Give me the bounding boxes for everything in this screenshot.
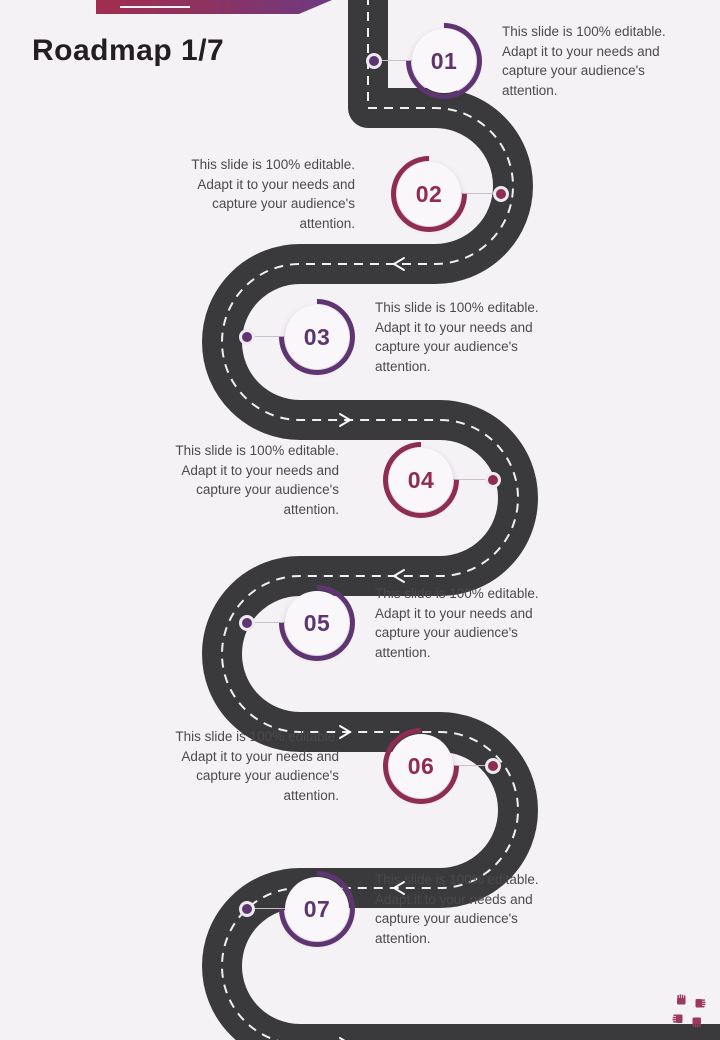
arrow-left-1 [393, 257, 405, 271]
step-connector-dot [366, 53, 382, 69]
step-number-badge[interactable]: 05 [263, 569, 371, 677]
step-description: This slide is 100% editable. Adapt it to… [375, 586, 539, 660]
step-description: This slide is 100% editable. Adapt it to… [502, 24, 666, 98]
step-number-label: 01 [430, 47, 458, 74]
step-connector-line [247, 622, 287, 623]
step-connector-line [247, 908, 287, 909]
page-title: Roadmap 1/7 [32, 34, 225, 67]
arrow-left-2 [393, 569, 405, 583]
step-connector-dot [485, 758, 501, 774]
top-accent-banner-stripe [120, 6, 190, 8]
step-number-badge[interactable]: 06 [367, 712, 475, 820]
step-number-label: 05 [303, 609, 331, 636]
four-hands-circle-logo [672, 994, 706, 1028]
step-connector-dot [239, 901, 255, 917]
road-center-dashes [221, 0, 519, 1040]
step-description: This slide is 100% editable. Adapt it to… [375, 300, 539, 374]
step-number-badge[interactable]: 01 [390, 7, 498, 115]
step-description: This slide is 100% editable. Adapt it to… [175, 443, 339, 517]
step-number-badge[interactable]: 02 [375, 140, 483, 248]
step-connector-line [461, 193, 501, 194]
step-connector-line [453, 479, 493, 480]
step-description: This slide is 100% editable. Adapt it to… [175, 729, 339, 803]
top-accent-banner [96, 0, 332, 14]
road-direction-arrows [339, 257, 405, 1040]
step-number-label: 02 [415, 180, 443, 207]
step-number-label: 03 [303, 323, 331, 350]
step-description: This slide is 100% editable. Adapt it to… [191, 157, 355, 231]
step-number-label: 07 [303, 895, 331, 922]
step-connector-dot [493, 186, 509, 202]
step-connector-line [374, 60, 414, 61]
arrow-left-3 [393, 881, 405, 895]
step-number-badge[interactable]: 03 [263, 283, 371, 391]
step-number-label: 04 [407, 466, 435, 493]
step-connector-line [453, 765, 493, 766]
step-number-badge[interactable]: 04 [367, 426, 475, 534]
step-connector-dot [239, 615, 255, 631]
arrow-right-1 [339, 413, 351, 427]
step-description: This slide is 100% editable. Adapt it to… [375, 872, 539, 946]
step-connector-dot [485, 472, 501, 488]
step-number-label: 06 [407, 752, 435, 779]
step-connector-line [247, 336, 287, 337]
arrow-right-2 [339, 725, 351, 739]
step-connector-dot [239, 329, 255, 345]
step-number-badge[interactable]: 07 [263, 855, 371, 963]
